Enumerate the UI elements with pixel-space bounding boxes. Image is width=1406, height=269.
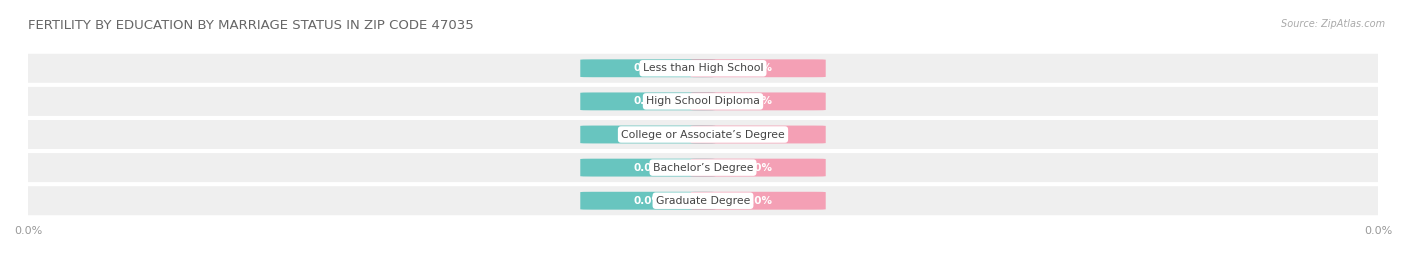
Text: FERTILITY BY EDUCATION BY MARRIAGE STATUS IN ZIP CODE 47035: FERTILITY BY EDUCATION BY MARRIAGE STATU… (28, 19, 474, 32)
Text: Bachelor’s Degree: Bachelor’s Degree (652, 162, 754, 173)
Text: Source: ZipAtlas.com: Source: ZipAtlas.com (1281, 19, 1385, 29)
FancyBboxPatch shape (581, 93, 716, 110)
FancyBboxPatch shape (690, 93, 825, 110)
FancyBboxPatch shape (4, 52, 1402, 84)
Text: 0.0%: 0.0% (633, 196, 662, 206)
FancyBboxPatch shape (4, 119, 1402, 150)
FancyBboxPatch shape (690, 192, 825, 210)
FancyBboxPatch shape (581, 126, 716, 143)
Text: 0.0%: 0.0% (633, 129, 662, 140)
FancyBboxPatch shape (581, 159, 716, 176)
FancyBboxPatch shape (581, 192, 716, 210)
Text: Less than High School: Less than High School (643, 63, 763, 73)
Text: 0.0%: 0.0% (744, 96, 773, 107)
Text: 0.0%: 0.0% (633, 63, 662, 73)
Text: High School Diploma: High School Diploma (647, 96, 759, 107)
FancyBboxPatch shape (4, 185, 1402, 217)
Text: Graduate Degree: Graduate Degree (655, 196, 751, 206)
FancyBboxPatch shape (4, 86, 1402, 117)
Text: 0.0%: 0.0% (744, 129, 773, 140)
FancyBboxPatch shape (690, 59, 825, 77)
FancyBboxPatch shape (690, 126, 825, 143)
Text: 0.0%: 0.0% (744, 63, 773, 73)
Text: College or Associate’s Degree: College or Associate’s Degree (621, 129, 785, 140)
FancyBboxPatch shape (4, 152, 1402, 183)
FancyBboxPatch shape (690, 159, 825, 176)
Text: 0.0%: 0.0% (744, 162, 773, 173)
Text: 0.0%: 0.0% (633, 162, 662, 173)
FancyBboxPatch shape (581, 59, 716, 77)
Legend: Married, Unmarried: Married, Unmarried (627, 268, 779, 269)
Text: 0.0%: 0.0% (633, 96, 662, 107)
Text: 0.0%: 0.0% (744, 196, 773, 206)
